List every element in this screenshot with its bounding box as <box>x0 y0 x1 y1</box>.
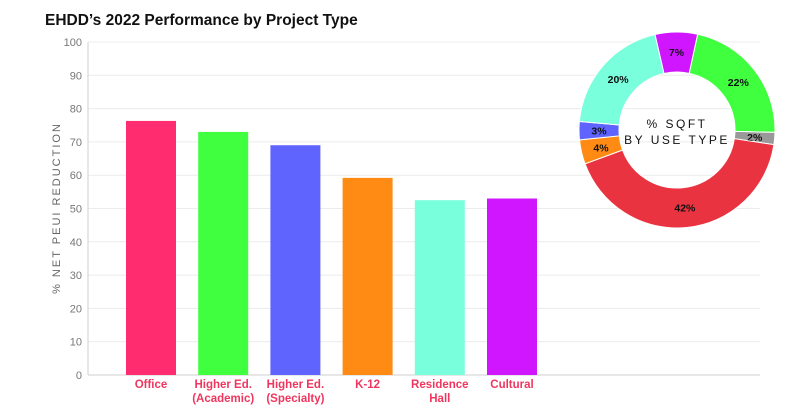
slice-label: 4% <box>593 143 609 155</box>
y-tick-label: 50 <box>70 204 82 216</box>
y-tick-label: 40 <box>70 237 82 249</box>
x-tick-label: Hall <box>429 393 450 405</box>
y-tick-label: 20 <box>70 303 82 315</box>
bar <box>270 145 321 375</box>
x-tick-label: (Academic) <box>192 393 254 405</box>
x-tick-label: Office <box>135 379 168 391</box>
x-tick-label: Higher Ed. <box>267 379 325 391</box>
x-tick-label: (Specialty) <box>266 393 324 405</box>
bar <box>414 200 465 375</box>
x-tick-label: Cultural <box>490 379 533 391</box>
slice-label: 3% <box>591 126 607 138</box>
y-tick-label: 0 <box>76 370 82 382</box>
x-tick-label: Higher Ed. <box>194 379 252 391</box>
bar <box>198 131 249 375</box>
donut-slice <box>578 33 665 126</box>
y-tick-label: 70 <box>70 137 82 149</box>
slice-label: 20% <box>608 74 630 86</box>
y-tick-label: 60 <box>70 170 82 182</box>
x-tick-label: Residence <box>411 379 469 391</box>
slice-label: 22% <box>728 77 750 89</box>
slice-label: 7% <box>669 47 685 59</box>
donut-center-label: BY USE TYPE <box>624 133 730 147</box>
bar <box>342 177 393 375</box>
y-tick-label: 100 <box>64 37 82 49</box>
chart-title: EHDD’s 2022 Performance by Project Type <box>45 12 358 29</box>
y-tick-label: 30 <box>70 270 82 282</box>
donut-slice <box>584 138 775 229</box>
slice-label: 42% <box>674 203 696 215</box>
bar <box>487 198 537 375</box>
y-axis-label: % NET PEUI REDUCTION <box>51 122 63 294</box>
bar <box>126 120 176 376</box>
y-tick-label: 80 <box>70 104 82 116</box>
y-tick-label: 90 <box>70 70 82 82</box>
y-tick-label: 10 <box>70 337 82 349</box>
donut-center-label: % SQFT <box>646 117 707 131</box>
x-tick-label: K-12 <box>355 379 380 391</box>
